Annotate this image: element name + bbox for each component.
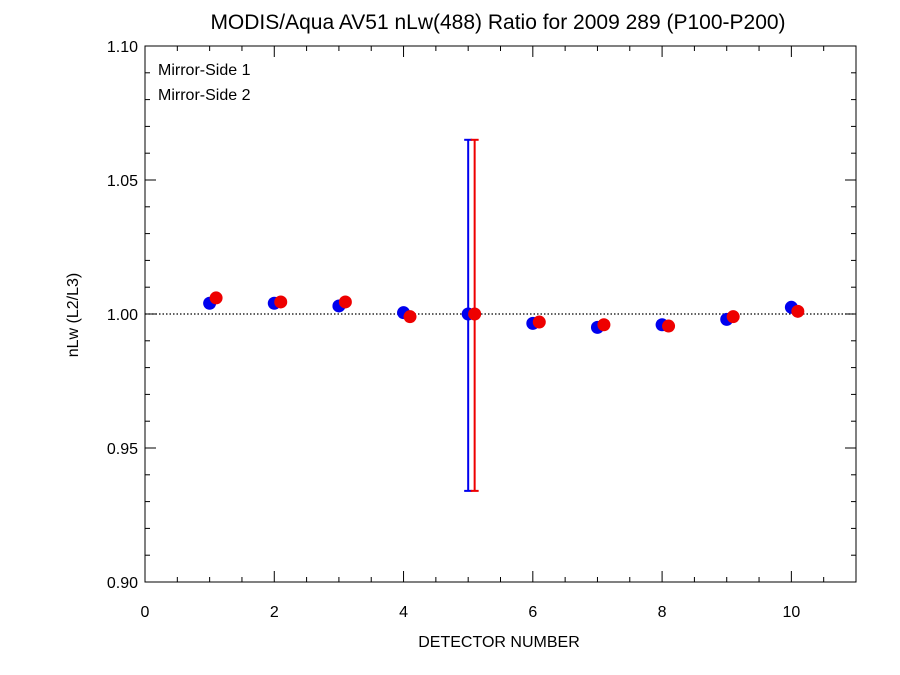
x-tick-label: 2 [270, 604, 279, 621]
y-tick-label: 0.90 [107, 575, 138, 592]
data-point-series-2 [726, 310, 740, 324]
data-point-series-2 [468, 307, 482, 321]
data-point-series-2 [338, 295, 352, 309]
data-point-series-2 [403, 310, 417, 324]
y-axis-label: nLw (L2/L3) [65, 273, 82, 358]
y-tick-label: 1.05 [107, 173, 138, 190]
x-tick-label: 6 [528, 604, 537, 621]
plot-frame [144, 45, 857, 583]
x-tick-label: 4 [399, 604, 408, 621]
chart-title: MODIS/Aqua AV51 nLw(488) Ratio for 2009 … [210, 11, 785, 34]
legend: Mirror-Side 1 Mirror-Side 2 [158, 62, 251, 104]
x-tick-label: 8 [658, 604, 667, 621]
data-point-series-2 [274, 295, 288, 309]
x-tick-label: 10 [782, 604, 800, 621]
data-point-series-2 [791, 304, 805, 318]
data-point-series-2 [209, 291, 223, 305]
y-tick-label: 0.95 [107, 441, 138, 458]
data-point-series-2 [597, 318, 611, 332]
legend-entry-mirror-side-1: Mirror-Side 1 [158, 62, 251, 79]
x-axis-label: DETECTOR NUMBER [418, 634, 580, 651]
legend-entry-mirror-side-2: Mirror-Side 2 [158, 87, 251, 104]
y-tick-label: 1.00 [107, 307, 138, 324]
y-tick-label: 1.10 [107, 39, 138, 56]
data-points [203, 291, 805, 334]
axes: 0 2 4 6 8 10 0.90 0.95 1.00 1.05 1.10 [107, 39, 857, 621]
data-point-series-2 [532, 315, 546, 329]
data-point-series-2 [662, 319, 676, 333]
x-tick-label: 0 [141, 604, 150, 621]
